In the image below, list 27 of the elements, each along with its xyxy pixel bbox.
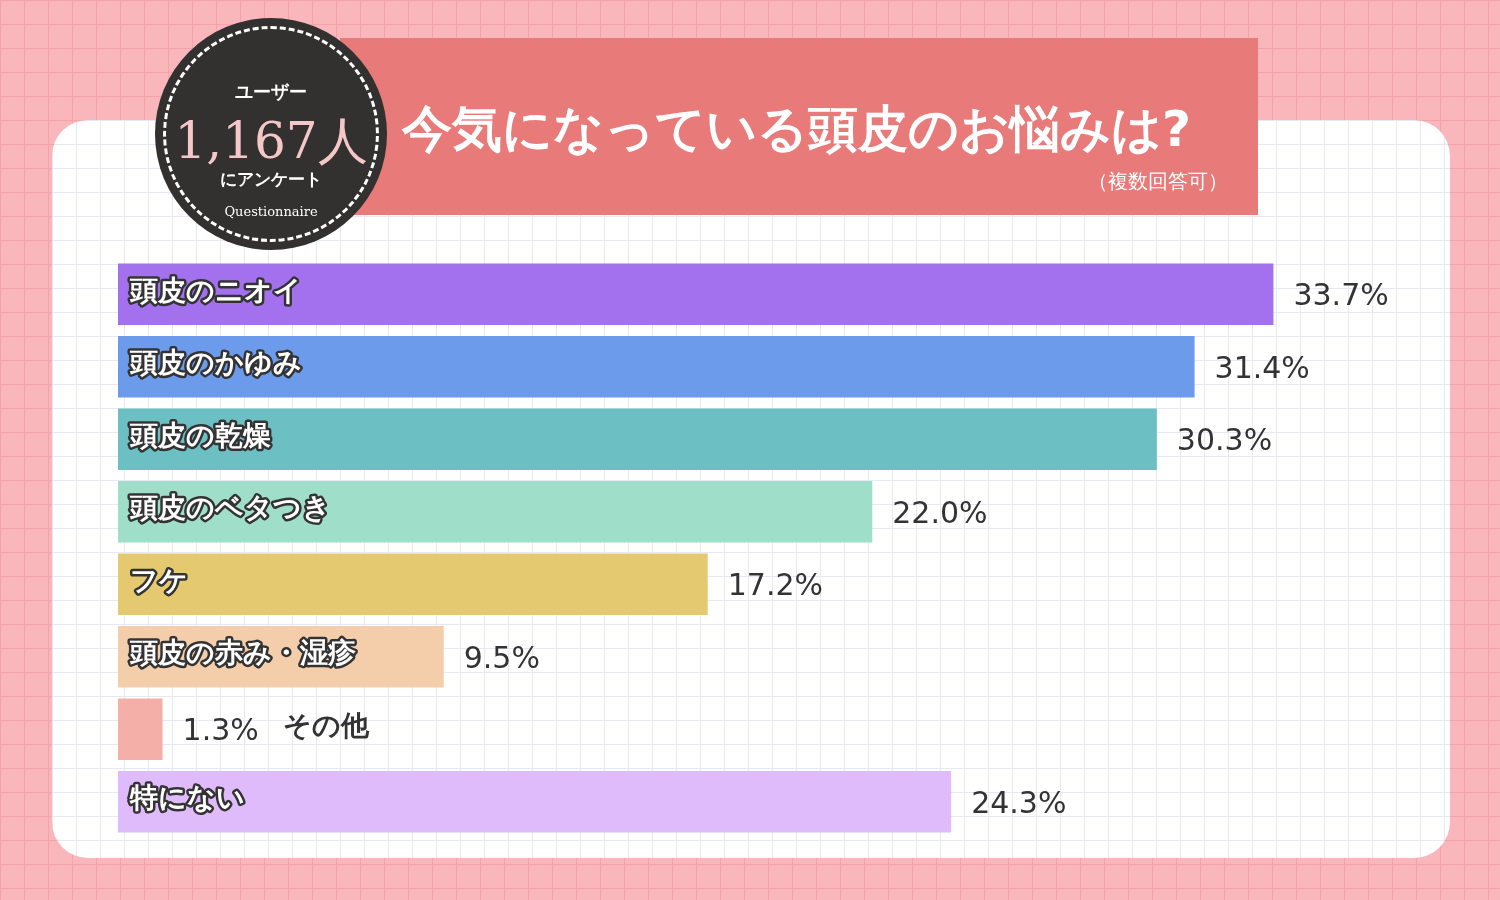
chart-subtitle: （複数回答可） [1088, 168, 1228, 195]
y-tick-label: 頭皮のかゆみ [129, 346, 302, 380]
data-label: 33.7% [1293, 277, 1389, 313]
bar [118, 263, 1274, 326]
data-label: 30.3% [1176, 422, 1273, 458]
bar [118, 480, 873, 543]
data-label: 17.2% [727, 567, 824, 603]
text: Questionnaire [223, 204, 319, 219]
bar [118, 770, 952, 833]
bar [118, 698, 163, 761]
data-label: 1.3% [182, 712, 259, 748]
data-label: 24.3% [971, 784, 1067, 820]
y-tick-label: 特にない [129, 781, 245, 815]
bar [118, 408, 1157, 471]
data-label: 22.0% [892, 494, 988, 530]
y-tick-label: 頭皮の乾燥 [129, 418, 271, 452]
chart-title: 今気になっている頭皮のお悩みは? [402, 99, 1192, 160]
bar [118, 553, 708, 616]
data-label: 31.4% [1214, 349, 1310, 385]
text: ユーザー [234, 80, 308, 104]
bar [118, 335, 1195, 398]
y-tick-label: 頭皮の赤み・湿疹 [129, 636, 356, 670]
y-tick-label: 頭皮のニオイ [129, 273, 302, 307]
y-tick-label: フケ [130, 563, 188, 597]
data-label: 9.5% [463, 639, 540, 675]
y-tick-label: その他 [282, 708, 370, 742]
y-tick-label: 頭皮のベタつき [129, 491, 331, 525]
